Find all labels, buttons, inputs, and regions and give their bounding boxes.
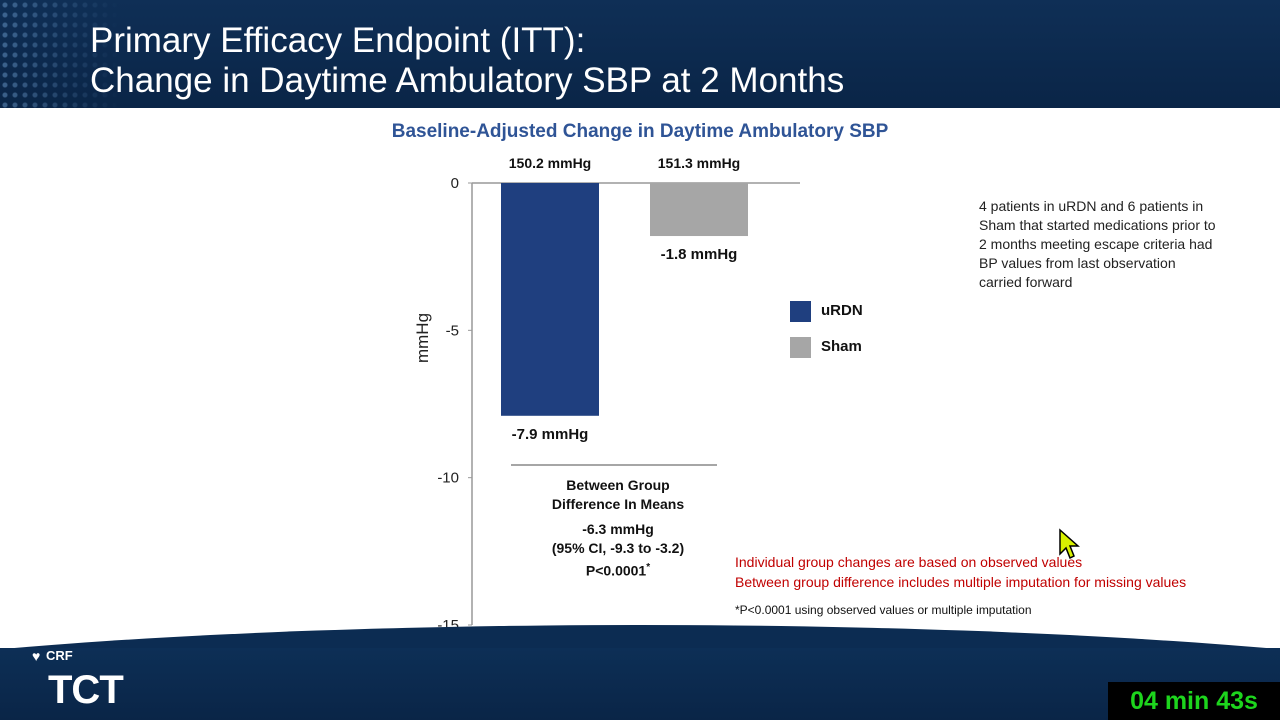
chart-title: Baseline-Adjusted Change in Daytime Ambu… bbox=[391, 121, 889, 142]
difference-heading-line-1: Between Group bbox=[566, 477, 670, 493]
observed-values-note: Individual group changes are based on ob… bbox=[735, 554, 1083, 570]
slide-footer bbox=[0, 648, 1280, 720]
bar-urdn bbox=[501, 183, 599, 416]
data-label: -1.8 mmHg bbox=[661, 246, 738, 263]
escape-criteria-note: 4 patients in uRDN and 6 patients in Sha… bbox=[979, 198, 1216, 290]
logo-brand: CRF bbox=[46, 648, 73, 663]
p-value-mark: * bbox=[646, 562, 651, 573]
legend-swatch-urdn bbox=[790, 301, 811, 322]
header-dot-pattern bbox=[0, 0, 120, 108]
legend-label-sham: Sham bbox=[821, 338, 862, 355]
footnote: *P<0.0001 using observed values or multi… bbox=[735, 603, 1032, 617]
heart-icon: ♥ bbox=[32, 648, 41, 664]
legend-swatch-sham bbox=[790, 337, 811, 358]
tct-logo: ♥ CRF TCT bbox=[32, 648, 142, 712]
baseline-label: 151.3 mmHg bbox=[658, 155, 740, 171]
mouse-pointer-icon bbox=[1059, 528, 1080, 560]
y-tick-label: 0 bbox=[451, 175, 459, 192]
bar-sham bbox=[650, 183, 748, 237]
y-tick-label: -5 bbox=[446, 322, 459, 339]
session-timer: 04 min 43s bbox=[1108, 682, 1280, 720]
baseline-label: 150.2 mmHg bbox=[509, 155, 591, 171]
difference-value: -6.3 mmHg bbox=[582, 521, 654, 537]
y-axis-label: mmHg bbox=[413, 313, 432, 363]
difference-p-value: P<0.0001* bbox=[520, 558, 716, 581]
logo-mark: TCT bbox=[48, 668, 124, 712]
p-value-text: P<0.0001 bbox=[585, 562, 647, 579]
difference-heading-line-2: Difference In Means bbox=[551, 496, 685, 512]
slide-title-line-2: Change in Daytime Ambulatory SBP at 2 Mo… bbox=[90, 61, 845, 100]
slide-title-line-1: Primary Efficacy Endpoint (ITT): bbox=[90, 21, 586, 60]
y-tick-label: -10 bbox=[437, 470, 459, 487]
between-group-difference: Between Group Difference In Means -6.3 m… bbox=[520, 476, 716, 581]
difference-ci: (95% CI, -9.3 to -3.2) bbox=[551, 540, 685, 556]
imputation-note: Between group difference includes multip… bbox=[735, 574, 1187, 590]
data-label: -7.9 mmHg bbox=[512, 426, 589, 443]
slide-header: Primary Efficacy Endpoint (ITT): Change … bbox=[0, 0, 1280, 108]
legend-label-urdn: uRDN bbox=[821, 302, 863, 319]
